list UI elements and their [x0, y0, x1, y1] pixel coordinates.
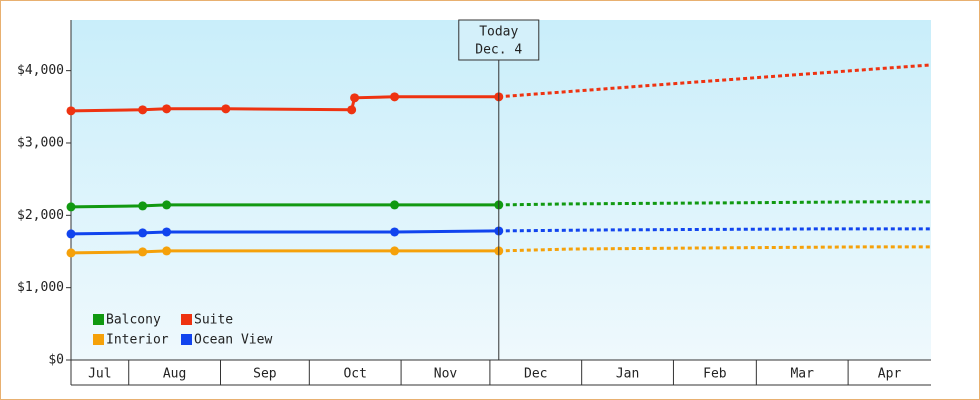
x-tick-label: Apr [878, 367, 902, 382]
legend-label: Interior [106, 333, 169, 348]
price-point [66, 229, 76, 239]
legend-swatch [181, 314, 192, 325]
forecast-line [498, 200, 931, 207]
price-point [162, 227, 172, 237]
legend-label: Balcony [106, 313, 161, 328]
x-tick-label: Jul [88, 367, 111, 382]
price-point [66, 106, 76, 116]
y-tick-label: $2,000 [17, 208, 64, 223]
y-tick-label: $3,000 [17, 135, 64, 150]
price-point [350, 93, 360, 103]
x-tick-label: Dec [524, 367, 547, 382]
legend-label: Suite [194, 313, 233, 328]
price-point [162, 104, 172, 114]
price-point [138, 247, 148, 257]
price-point [390, 92, 400, 102]
price-point [66, 202, 76, 212]
price-point [162, 200, 172, 210]
x-tick-label: Aug [163, 367, 186, 382]
legend-swatch [93, 314, 104, 325]
price-point [221, 104, 231, 114]
price-point [138, 105, 148, 115]
price-point [66, 248, 76, 258]
x-tick-label: Feb [703, 367, 727, 382]
x-tick-label: Mar [790, 367, 814, 382]
today-box [458, 19, 540, 61]
legend-swatch [93, 334, 104, 345]
price-point [390, 246, 400, 256]
price-point [162, 246, 172, 256]
plot-area [71, 20, 931, 360]
price-point [390, 227, 400, 237]
price-point [138, 201, 148, 211]
x-tick-label: Jan [616, 367, 639, 382]
today-label: Today [479, 25, 518, 40]
y-tick-label: $0 [48, 353, 64, 368]
legend-swatch [181, 334, 192, 345]
y-tick-label: $4,000 [17, 63, 64, 78]
x-tick-label: Sep [253, 367, 277, 382]
price-point [138, 228, 148, 238]
forecast-line [498, 63, 932, 99]
price-point [347, 105, 357, 115]
legend-label: Ocean View [194, 333, 272, 348]
x-tick-label: Oct [343, 367, 366, 382]
y-tick-label: $1,000 [17, 280, 64, 295]
x-tick-label: Nov [434, 367, 458, 382]
forecast-line [498, 245, 931, 253]
today-label: Dec. 4 [475, 43, 522, 58]
price-point [390, 200, 400, 210]
